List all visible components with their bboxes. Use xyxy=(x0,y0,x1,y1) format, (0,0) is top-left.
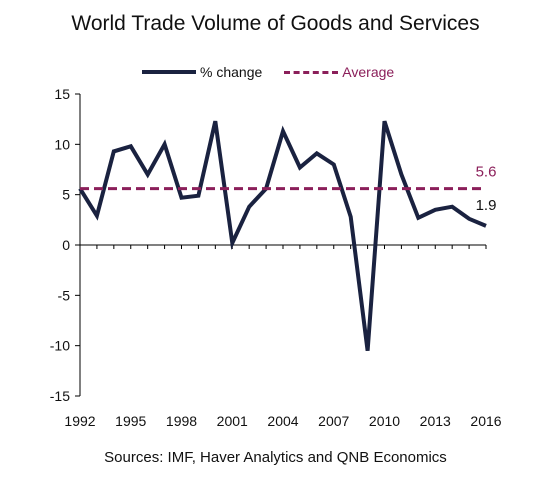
legend-label-change: % change xyxy=(200,64,263,80)
y-tick-label: -15 xyxy=(50,388,70,404)
annotation-average-value: 5.6 xyxy=(476,164,497,181)
legend-item-change: % change xyxy=(142,64,262,80)
legend-swatch-change xyxy=(142,70,196,74)
y-tick-label: 5 xyxy=(62,187,70,203)
x-tick-label: 2004 xyxy=(267,413,298,429)
chart-source: Sources: IMF, Haver Analytics and QNB Ec… xyxy=(104,449,447,466)
y-tick-label: 10 xyxy=(54,136,70,152)
x-tick-label: 1998 xyxy=(166,413,197,429)
x-tick-label: 2001 xyxy=(217,413,248,429)
chart-legend: % change Average xyxy=(142,63,416,81)
x-tick-label: 2016 xyxy=(470,413,501,429)
x-tick-label: 2013 xyxy=(420,413,451,429)
y-tick-label: -5 xyxy=(58,287,71,303)
x-tick-label: 2007 xyxy=(318,413,349,429)
x-tick-label: 1992 xyxy=(64,413,95,429)
y-tick-label: -10 xyxy=(50,338,70,354)
x-tick-label: 1995 xyxy=(115,413,146,429)
series-line-change xyxy=(78,120,487,351)
x-tick-label: 2010 xyxy=(369,413,400,429)
annotation-last-value: 1.9 xyxy=(476,197,497,214)
y-tick-label: 15 xyxy=(54,86,70,102)
chart-title: World Trade Volume of Goods and Services xyxy=(71,12,480,35)
y-tick-label: 0 xyxy=(62,237,70,253)
legend-swatch-average xyxy=(284,70,339,74)
legend-label-average: Average xyxy=(342,64,395,80)
legend-item-average: Average xyxy=(284,64,394,80)
